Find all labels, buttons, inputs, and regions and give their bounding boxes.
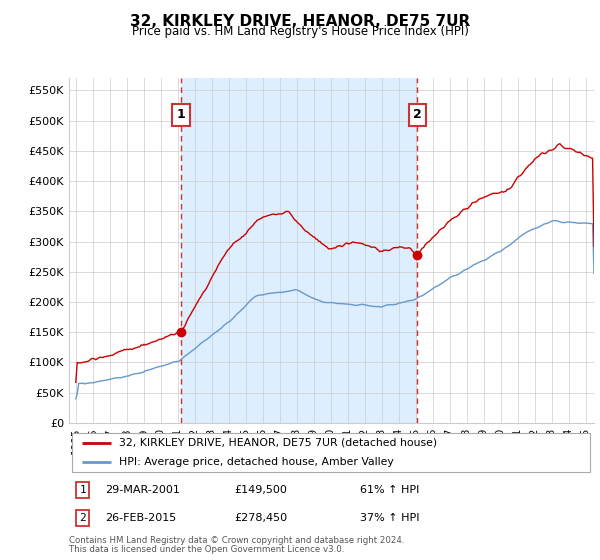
Text: This data is licensed under the Open Government Licence v3.0.: This data is licensed under the Open Gov…	[69, 545, 344, 554]
Text: 1: 1	[177, 108, 185, 121]
Bar	[181, 78, 418, 423]
Text: HPI: Average price, detached house, Amber Valley: HPI: Average price, detached house, Ambe…	[119, 457, 394, 467]
Text: Contains HM Land Registry data © Crown copyright and database right 2024.: Contains HM Land Registry data © Crown c…	[69, 536, 404, 545]
FancyBboxPatch shape	[71, 433, 590, 472]
Text: 32, KIRKLEY DRIVE, HEANOR, DE75 7UR (detached house): 32, KIRKLEY DRIVE, HEANOR, DE75 7UR (det…	[119, 437, 437, 447]
Text: £149,500: £149,500	[234, 485, 287, 495]
Text: 37% ↑ HPI: 37% ↑ HPI	[360, 513, 419, 523]
Text: Price paid vs. HM Land Registry's House Price Index (HPI): Price paid vs. HM Land Registry's House …	[131, 25, 469, 38]
Text: 2: 2	[413, 108, 422, 121]
Text: 32, KIRKLEY DRIVE, HEANOR, DE75 7UR: 32, KIRKLEY DRIVE, HEANOR, DE75 7UR	[130, 14, 470, 29]
Text: 1: 1	[79, 485, 86, 495]
Text: 26-FEB-2015: 26-FEB-2015	[105, 513, 176, 523]
Text: 29-MAR-2001: 29-MAR-2001	[105, 485, 180, 495]
Text: 61% ↑ HPI: 61% ↑ HPI	[360, 485, 419, 495]
Text: 2: 2	[79, 513, 86, 523]
Text: £278,450: £278,450	[234, 513, 287, 523]
